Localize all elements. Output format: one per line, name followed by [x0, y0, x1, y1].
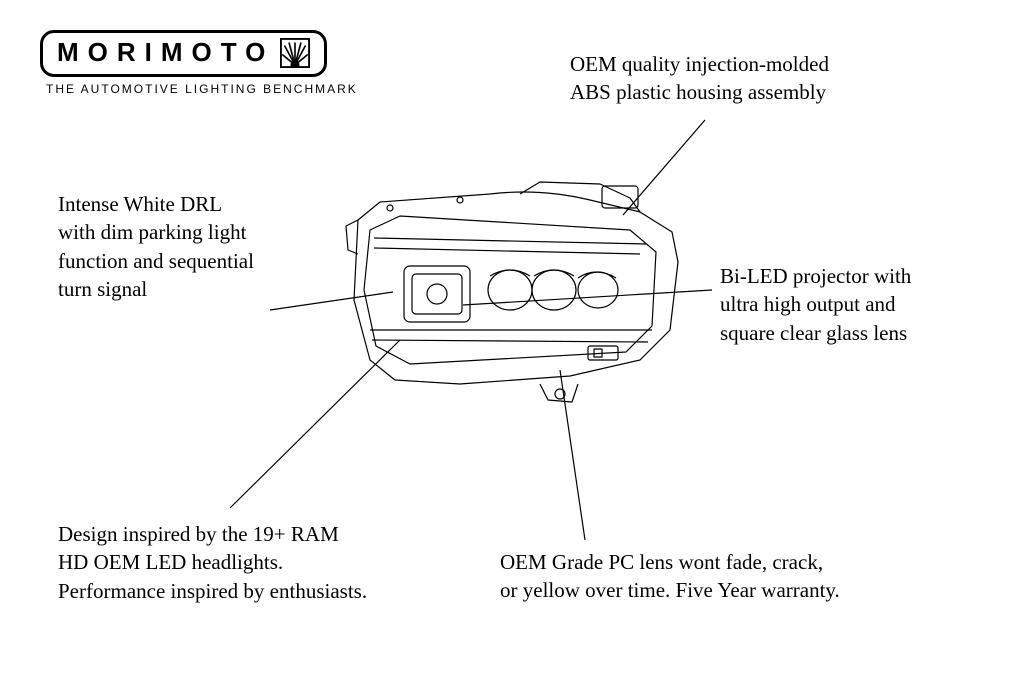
callout-housing-text: OEM quality injection-moldedABS plastic … — [570, 52, 829, 104]
callout-design: Design inspired by the 19+ RAMHD OEM LED… — [58, 520, 458, 605]
callout-housing: OEM quality injection-moldedABS plastic … — [570, 50, 940, 107]
callout-lens-text: OEM Grade PC lens wont fade, crack,or ye… — [500, 550, 840, 602]
callout-design-text: Design inspired by the 19+ RAMHD OEM LED… — [58, 522, 367, 603]
callout-projector-text: Bi-LED projector withultra high output a… — [720, 264, 911, 345]
brand-tagline: The Automotive Lighting Benchmark — [46, 82, 358, 96]
brand-logo: Morimoto — [40, 30, 327, 77]
callout-drl: Intense White DRLwith dim parking lightf… — [58, 190, 328, 303]
sunburst-icon — [280, 38, 310, 68]
callout-projector: Bi-LED projector withultra high output a… — [720, 262, 1000, 347]
callout-lens: OEM Grade PC lens wont fade, crack,or ye… — [500, 548, 940, 605]
callout-drl-text: Intense White DRLwith dim parking lightf… — [58, 192, 254, 301]
headlight-diagram — [340, 180, 700, 410]
brand-name: Morimoto — [57, 37, 274, 68]
